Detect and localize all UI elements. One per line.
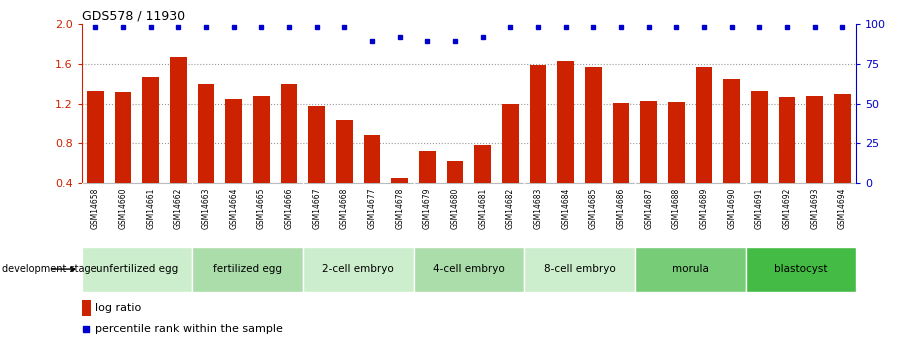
Bar <box>391 178 408 183</box>
Bar <box>413 247 525 292</box>
Bar <box>303 247 413 292</box>
Bar <box>87 91 103 183</box>
Text: GSM14678: GSM14678 <box>395 188 404 229</box>
Bar <box>635 247 746 292</box>
Text: GSM14681: GSM14681 <box>478 188 487 229</box>
Text: percentile rank within the sample: percentile rank within the sample <box>95 324 284 334</box>
Text: morula: morula <box>671 264 708 274</box>
Text: GSM14667: GSM14667 <box>313 188 322 229</box>
Text: log ratio: log ratio <box>95 303 141 313</box>
Text: GSM14683: GSM14683 <box>534 188 543 229</box>
Text: 4-cell embryo: 4-cell embryo <box>433 264 505 274</box>
Bar <box>723 79 740 183</box>
Text: GSM14658: GSM14658 <box>91 188 100 229</box>
Bar <box>198 84 215 183</box>
Bar <box>419 151 436 183</box>
Bar <box>696 67 712 183</box>
Text: GSM14668: GSM14668 <box>340 188 349 229</box>
Text: GSM14682: GSM14682 <box>506 188 515 229</box>
Text: unfertilized egg: unfertilized egg <box>96 264 178 274</box>
Bar <box>475 145 491 183</box>
Bar <box>746 247 856 292</box>
Bar <box>751 91 767 183</box>
Bar <box>226 99 242 183</box>
Bar <box>82 300 91 316</box>
Bar <box>641 100 657 183</box>
Text: GSM14665: GSM14665 <box>257 188 265 229</box>
Bar <box>806 96 823 183</box>
Text: GSM14685: GSM14685 <box>589 188 598 229</box>
Bar <box>778 97 795 183</box>
Bar <box>170 57 187 183</box>
Bar <box>530 65 546 183</box>
Text: GSM14661: GSM14661 <box>146 188 155 229</box>
Text: GSM14666: GSM14666 <box>284 188 294 229</box>
Bar <box>557 61 574 183</box>
Bar <box>612 102 630 183</box>
Text: blastocyst: blastocyst <box>774 264 827 274</box>
Bar <box>308 107 325 183</box>
Text: GSM14679: GSM14679 <box>423 188 432 229</box>
Bar <box>253 96 270 183</box>
Bar <box>192 247 303 292</box>
Bar <box>668 101 685 183</box>
Text: fertilized egg: fertilized egg <box>213 264 282 274</box>
Text: development stage: development stage <box>2 264 96 274</box>
Text: GSM14689: GSM14689 <box>699 188 708 229</box>
Text: GSM14690: GSM14690 <box>728 188 737 229</box>
Text: GSM14693: GSM14693 <box>810 188 819 229</box>
Bar <box>447 161 463 183</box>
Bar <box>82 247 192 292</box>
Bar <box>502 104 518 183</box>
Text: GSM14662: GSM14662 <box>174 188 183 229</box>
Text: 8-cell embryo: 8-cell embryo <box>544 264 615 274</box>
Text: GSM14694: GSM14694 <box>838 188 847 229</box>
Text: GSM14686: GSM14686 <box>616 188 625 229</box>
Text: GSM14660: GSM14660 <box>119 188 128 229</box>
Bar <box>142 77 159 183</box>
Bar <box>525 247 635 292</box>
Text: GSM14684: GSM14684 <box>561 188 570 229</box>
Text: GSM14687: GSM14687 <box>644 188 653 229</box>
Bar <box>115 91 131 183</box>
Text: GSM14688: GSM14688 <box>672 188 680 229</box>
Text: GSM14664: GSM14664 <box>229 188 238 229</box>
Bar <box>585 67 602 183</box>
Bar <box>281 84 297 183</box>
Bar <box>363 135 381 183</box>
Text: GSM14680: GSM14680 <box>450 188 459 229</box>
Text: GSM14677: GSM14677 <box>368 188 377 229</box>
Text: GSM14691: GSM14691 <box>755 188 764 229</box>
Text: 2-cell embryo: 2-cell embryo <box>323 264 394 274</box>
Text: GDS578 / 11930: GDS578 / 11930 <box>82 10 185 23</box>
Bar <box>336 120 352 183</box>
Text: GSM14663: GSM14663 <box>201 188 210 229</box>
Text: GSM14692: GSM14692 <box>783 188 792 229</box>
Bar <box>834 93 851 183</box>
